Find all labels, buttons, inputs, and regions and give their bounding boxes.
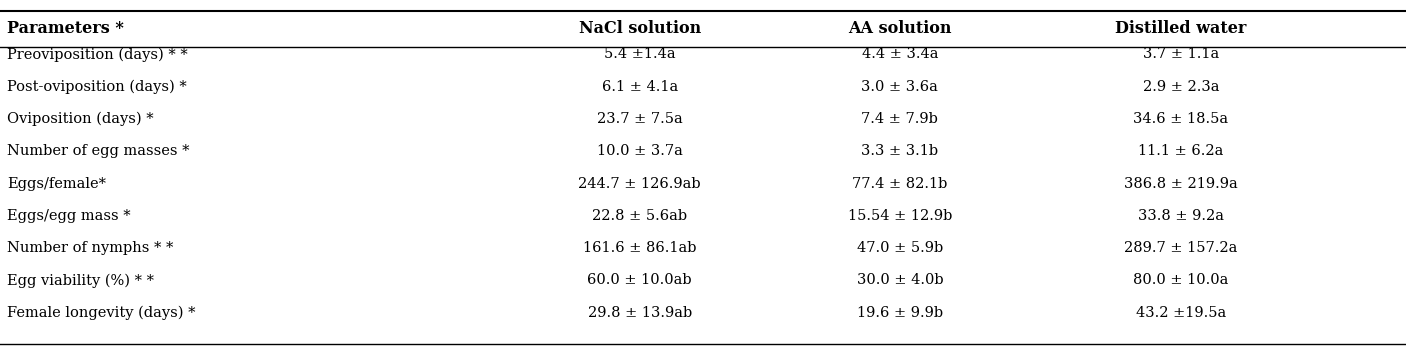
Text: 30.0 ± 4.0b: 30.0 ± 4.0b xyxy=(856,273,943,287)
Text: 77.4 ± 82.1b: 77.4 ± 82.1b xyxy=(852,177,948,191)
Text: Female longevity (days) *: Female longevity (days) * xyxy=(7,306,195,320)
Text: Number of nymphs * *: Number of nymphs * * xyxy=(7,241,173,255)
Text: Egg viability (%) * *: Egg viability (%) * * xyxy=(7,273,155,287)
Text: 11.1 ± 6.2a: 11.1 ± 6.2a xyxy=(1139,144,1223,158)
Text: Distilled water: Distilled water xyxy=(1115,20,1247,37)
Text: 6.1 ± 4.1a: 6.1 ± 4.1a xyxy=(602,80,678,94)
Text: 3.0 ± 3.6a: 3.0 ± 3.6a xyxy=(862,80,938,94)
Text: 33.8 ± 9.2a: 33.8 ± 9.2a xyxy=(1137,209,1225,223)
Text: 2.9 ± 2.3a: 2.9 ± 2.3a xyxy=(1143,80,1219,94)
Text: 80.0 ± 10.0a: 80.0 ± 10.0a xyxy=(1133,273,1229,287)
Text: 34.6 ± 18.5a: 34.6 ± 18.5a xyxy=(1133,112,1229,126)
Text: 386.8 ± 219.9a: 386.8 ± 219.9a xyxy=(1125,177,1237,191)
Text: 22.8 ± 5.6ab: 22.8 ± 5.6ab xyxy=(592,209,688,223)
Text: Post-oviposition (days) *: Post-oviposition (days) * xyxy=(7,80,187,94)
Text: Eggs/egg mass *: Eggs/egg mass * xyxy=(7,209,131,223)
Text: 161.6 ± 86.1ab: 161.6 ± 86.1ab xyxy=(583,241,696,255)
Text: Oviposition (days) *: Oviposition (days) * xyxy=(7,112,153,126)
Text: 43.2 ±19.5a: 43.2 ±19.5a xyxy=(1136,306,1226,320)
Text: 3.7 ± 1.1a: 3.7 ± 1.1a xyxy=(1143,47,1219,61)
Text: 29.8 ± 13.9ab: 29.8 ± 13.9ab xyxy=(588,306,692,320)
Text: 10.0 ± 3.7a: 10.0 ± 3.7a xyxy=(596,144,683,158)
Text: AA solution: AA solution xyxy=(848,20,952,37)
Text: 23.7 ± 7.5a: 23.7 ± 7.5a xyxy=(598,112,682,126)
Text: NaCl solution: NaCl solution xyxy=(579,20,700,37)
Text: 244.7 ± 126.9ab: 244.7 ± 126.9ab xyxy=(578,177,702,191)
Text: 289.7 ± 157.2a: 289.7 ± 157.2a xyxy=(1125,241,1237,255)
Text: 60.0 ± 10.0ab: 60.0 ± 10.0ab xyxy=(588,273,692,287)
Text: 47.0 ± 5.9b: 47.0 ± 5.9b xyxy=(856,241,943,255)
Text: Eggs/female*: Eggs/female* xyxy=(7,177,105,191)
Text: Preoviposition (days) * *: Preoviposition (days) * * xyxy=(7,47,188,61)
Text: 3.3 ± 3.1b: 3.3 ± 3.1b xyxy=(862,144,938,158)
Text: Parameters *: Parameters * xyxy=(7,20,124,37)
Text: 19.6 ± 9.9b: 19.6 ± 9.9b xyxy=(856,306,943,320)
Text: 15.54 ± 12.9b: 15.54 ± 12.9b xyxy=(848,209,952,223)
Text: Number of egg masses *: Number of egg masses * xyxy=(7,144,190,158)
Text: 4.4 ± 3.4a: 4.4 ± 3.4a xyxy=(862,47,938,61)
Text: 5.4 ±1.4a: 5.4 ±1.4a xyxy=(605,47,675,61)
Text: 7.4 ± 7.9b: 7.4 ± 7.9b xyxy=(862,112,938,126)
